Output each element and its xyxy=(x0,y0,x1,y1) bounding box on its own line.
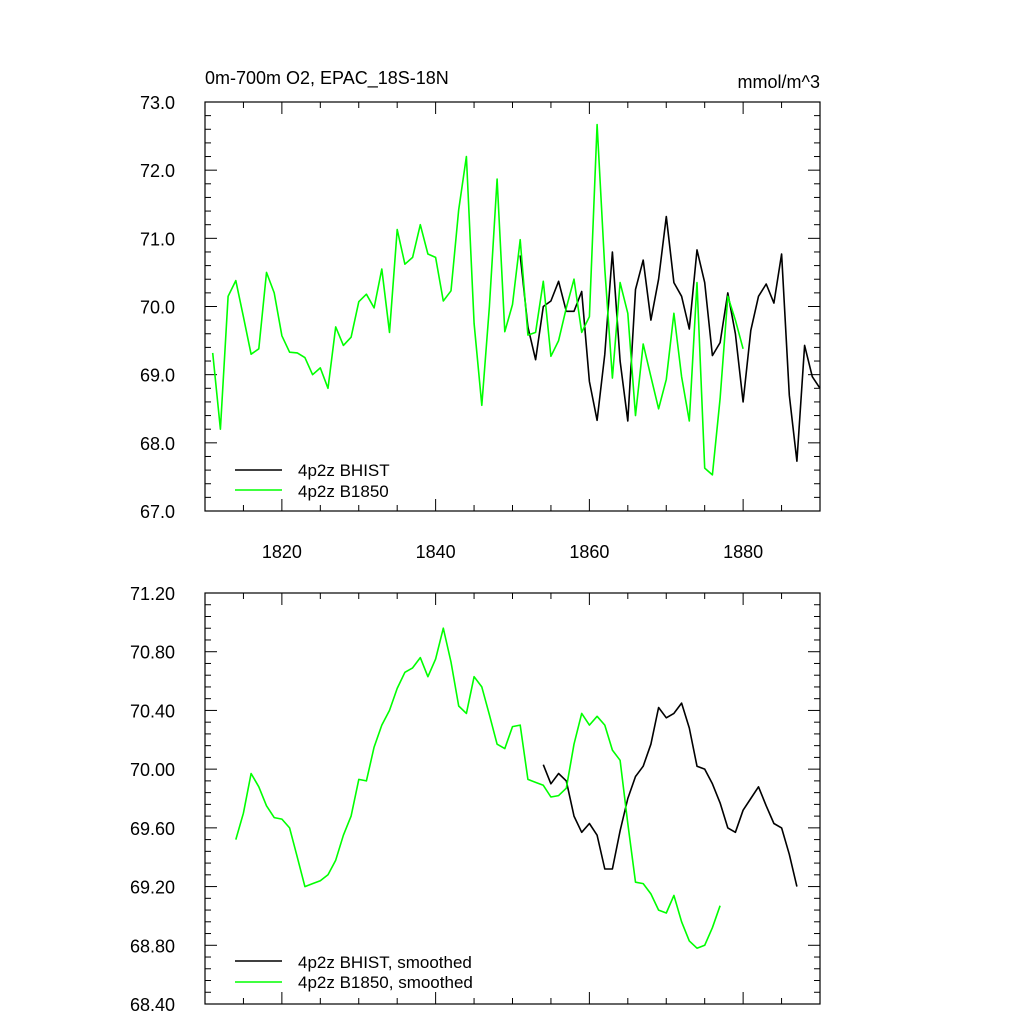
series-line-4p2z-b1850 xyxy=(211,123,744,476)
y-tick-label: 71.0 xyxy=(140,229,175,249)
y-tick-label: 69.20 xyxy=(130,878,175,898)
y-tick-label: 67.0 xyxy=(140,502,175,522)
x-tick-label: 1880 xyxy=(723,542,763,562)
y-tick-label: 71.20 xyxy=(130,584,175,604)
y-tick-label: 69.0 xyxy=(140,366,175,386)
top-panel-frame xyxy=(204,101,821,512)
x-tick-label: 1860 xyxy=(569,542,609,562)
top-panel-title: 0m-700m O2, EPAC_18S-18N xyxy=(205,68,449,89)
top-panel-units: mmol/m^3 xyxy=(738,72,820,92)
y-tick-label: 68.0 xyxy=(140,434,175,454)
bottom-panel-frame xyxy=(204,592,821,1005)
y-tick-label: 72.0 xyxy=(140,161,175,181)
y-tick-label: 70.00 xyxy=(130,760,175,780)
legend-label-b1850: 4p2z B1850 xyxy=(298,482,389,501)
bottom-panel-marks: 68.40 68.80 69.20 69.60 70.00 70.40 70.80 71.20 xyxy=(130,584,821,1015)
x-tick-label: 1820 xyxy=(262,542,302,562)
bottom-panel: 68.40 68.80 69.20 69.60 70.00 70.40 70.80 71.20… xyxy=(130,584,821,1015)
y-tick-label: 70.80 xyxy=(130,643,175,663)
legend-label-bhist-smoothed: 4p2z BHIST, smoothed xyxy=(298,953,472,972)
series-line-4p2z-bhist xyxy=(519,215,821,463)
top-panel: 0m-700m O2, EPAC_18S-18N mmol/m^3 1820 18… xyxy=(140,68,821,562)
top-panel-legend: 4p2z BHIST 4p2z B1850 xyxy=(235,461,390,501)
y-tick-label: 68.80 xyxy=(130,936,175,956)
y-tick-label: 70.0 xyxy=(140,298,175,318)
bottom-panel-legend: 4p2z BHIST, smoothed 4p2z B1850, smoothe… xyxy=(235,953,473,992)
top-panel-marks: 1820 1840 1860 1880 67.0 68.0 69.0 70.0 71.0 72.0… xyxy=(140,93,821,562)
y-tick-label: 70.40 xyxy=(130,701,175,721)
y-tick-label: 73.0 xyxy=(140,93,175,113)
y-tick-label: 69.60 xyxy=(130,819,175,839)
y-tick-label: 68.40 xyxy=(130,995,175,1015)
series-line-4p2z-b1850-smoothed xyxy=(235,627,721,950)
legend-label-bhist: 4p2z BHIST xyxy=(298,461,390,480)
legend-label-b1850-smoothed: 4p2z B1850, smoothed xyxy=(298,973,473,992)
series-line-4p2z-bhist-smoothed xyxy=(542,702,798,887)
x-tick-label: 1840 xyxy=(416,542,456,562)
